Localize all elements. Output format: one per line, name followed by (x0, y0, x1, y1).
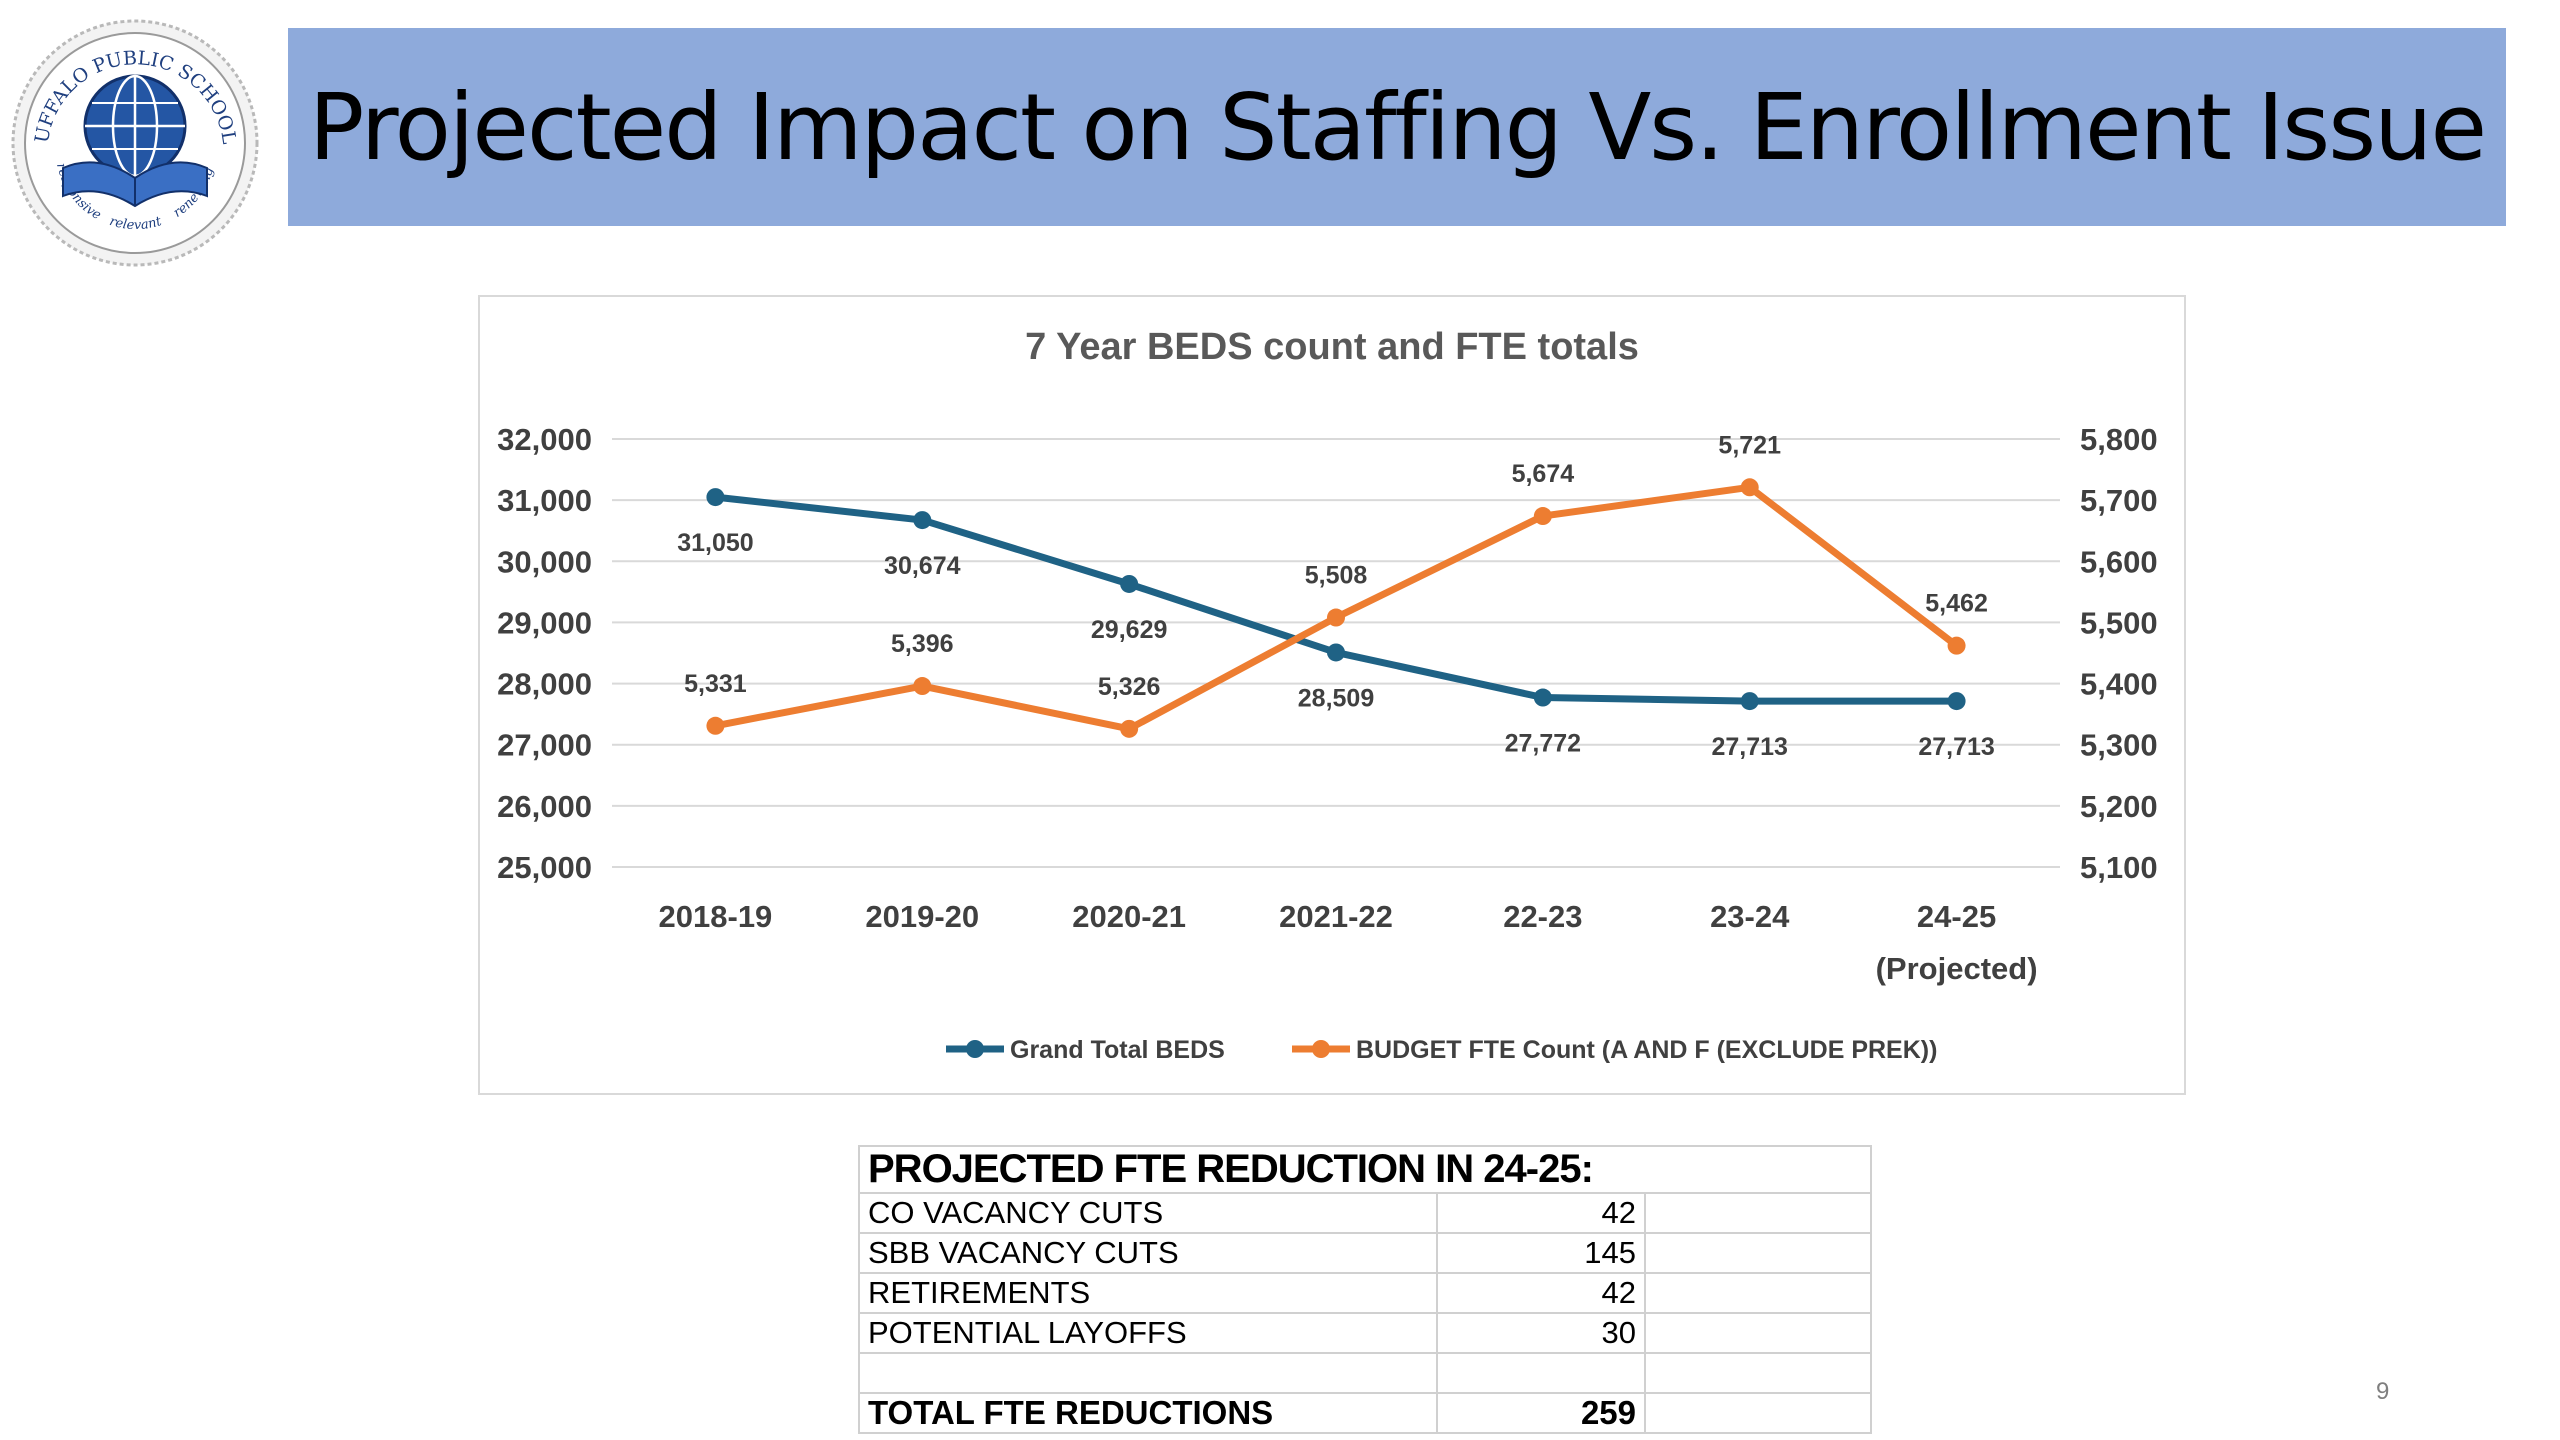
x-tick-label: 22-23 (1503, 899, 1582, 934)
data-label: 31,050 (677, 529, 753, 557)
y-left-tick-label: 25,000 (497, 850, 592, 885)
table-heading: PROJECTED FTE REDUCTION IN 24-25: (858, 1145, 1872, 1194)
series-point (1947, 692, 1966, 711)
y-right-tick-label: 5,500 (2080, 605, 2158, 640)
legend-marker (966, 1040, 984, 1058)
row-empty-cell (1644, 1312, 1872, 1354)
y-left-tick-label: 30,000 (497, 544, 592, 579)
y-right-tick-label: 5,400 (2080, 667, 2158, 702)
x-tick-label: 2019-20 (865, 899, 979, 934)
row-empty-cell (1644, 1232, 1872, 1274)
total-value: 259 (1436, 1392, 1646, 1434)
table-row: SBB VACANCY CUTS 145 (858, 1232, 1872, 1274)
series-point (1533, 688, 1552, 707)
data-label: 27,713 (1711, 733, 1787, 761)
data-label: 28,509 (1298, 684, 1374, 712)
chart-axes: 25,000 5,100 26,000 5,200 27,000 5,300 28,000 5… (497, 422, 2157, 986)
title-bar: Projected Impact on Staffing Vs. Enrollm… (288, 28, 2506, 226)
legend-label: BUDGET FTE Count (A AND F (EXCLUDE PREK)… (1356, 1036, 1937, 1064)
chart-container: 7 Year BEDS count and FTE totals 25,000 5… (478, 295, 2186, 1095)
table-row: RETIREMENTS 42 (858, 1272, 1872, 1314)
y-left-tick-label: 32,000 (497, 422, 592, 457)
legend-marker (1312, 1040, 1330, 1058)
series-point (1327, 643, 1345, 662)
y-left-tick-label: 27,000 (497, 728, 592, 763)
row-label: CO VACANCY CUTS (858, 1192, 1438, 1234)
page-title: Projected Impact on Staffing Vs. Enrollm… (308, 73, 2487, 181)
x-tick-label: 23-24 (1710, 899, 1790, 934)
data-label: 5,462 (1925, 590, 1988, 618)
table-row: POTENTIAL LAYOFFS 30 (858, 1312, 1872, 1354)
data-label: 5,396 (891, 630, 954, 658)
table-heading-row: PROJECTED FTE REDUCTION IN 24-25: (858, 1145, 1872, 1194)
series-point (1740, 478, 1759, 497)
y-right-tick-label: 5,200 (2080, 789, 2158, 824)
page-number: 9 (2376, 1378, 2390, 1405)
series-point (913, 677, 932, 696)
y-right-tick-label: 5,100 (2080, 850, 2158, 885)
data-label: 30,674 (884, 552, 961, 580)
series-point (706, 716, 725, 735)
series-point (1120, 719, 1139, 738)
row-label: POTENTIAL LAYOFFS (858, 1312, 1438, 1354)
row-empty-cell (1644, 1192, 1872, 1234)
data-label: 27,772 (1505, 730, 1581, 758)
y-right-tick-label: 5,800 (2080, 422, 2158, 457)
open-book-icon (62, 161, 208, 208)
row-value: 30 (1436, 1312, 1646, 1354)
line-chart: 7 Year BEDS count and FTE totals 25,000 5… (497, 326, 2157, 1064)
legend-label: Grand Total BEDS (1010, 1036, 1225, 1064)
y-left-tick-label: 29,000 (497, 605, 592, 640)
y-right-tick-label: 5,300 (2080, 728, 2158, 763)
table-row: CO VACANCY CUTS 42 (858, 1192, 1872, 1234)
row-empty-cell (1644, 1272, 1872, 1314)
total-label: TOTAL FTE REDUCTIONS (858, 1392, 1438, 1434)
data-label: 29,629 (1091, 616, 1167, 644)
row-label: RETIREMENTS (858, 1272, 1438, 1314)
series-point (1533, 507, 1552, 526)
series-point (913, 511, 932, 530)
table-spacer-row (858, 1352, 1872, 1394)
svg-text:relevant: relevant (108, 214, 165, 233)
chart-series (706, 478, 1966, 738)
data-label: 5,508 (1305, 562, 1368, 590)
series-point (1120, 574, 1139, 593)
data-label: 27,713 (1918, 733, 1994, 761)
x-tick-label: 2018-19 (659, 899, 773, 934)
x-tick-label: 24-25 (Projected) (1876, 899, 2038, 986)
data-label: 5,331 (684, 670, 747, 698)
data-label: 5,326 (1098, 673, 1161, 701)
y-left-tick-label: 31,000 (497, 483, 592, 518)
series-point (1947, 636, 1966, 655)
globe-icon (83, 74, 187, 178)
fte-reduction-table: PROJECTED FTE REDUCTION IN 24-25: CO VAC… (858, 1145, 1872, 1434)
series-point (706, 488, 725, 507)
chart-title: 7 Year BEDS count and FTE totals (1025, 326, 1639, 368)
series-line (715, 493, 1957, 705)
y-left-tick-label: 26,000 (497, 789, 592, 824)
row-value: 145 (1436, 1232, 1646, 1274)
buffalo-public-schools-logo: BUFFALO PUBLIC SCHOOLS responsive releva… (8, 18, 259, 267)
y-right-tick-label: 5,600 (2080, 544, 2158, 579)
x-tick-label: 2020-21 (1072, 899, 1186, 934)
row-value: 42 (1436, 1192, 1646, 1234)
chart-data-labels: 31,050 30,674 29,629 28,509 27,772 27,713 27,7… (677, 431, 1995, 761)
chart-legend: Grand Total BEDS BUDGET FTE Count (A AND … (946, 1036, 1937, 1064)
series-point (1327, 608, 1345, 627)
series-point (1740, 692, 1759, 711)
row-value: 42 (1436, 1272, 1646, 1314)
table-total-row: TOTAL FTE REDUCTIONS 259 (858, 1392, 1872, 1434)
data-label: 5,674 (1512, 460, 1575, 488)
y-left-tick-label: 28,000 (497, 667, 592, 702)
data-label: 5,721 (1718, 431, 1781, 459)
y-right-tick-label: 5,700 (2080, 483, 2158, 518)
x-tick-label: 2021-22 (1279, 899, 1393, 934)
row-empty-cell (1644, 1392, 1872, 1434)
row-label: SBB VACANCY CUTS (858, 1232, 1438, 1274)
